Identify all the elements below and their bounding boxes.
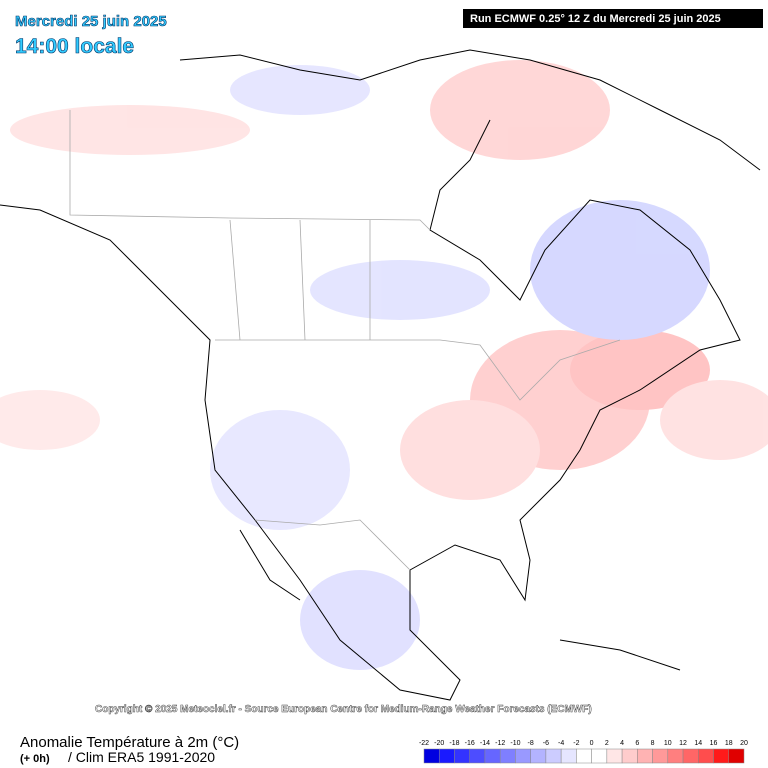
time: 14:00 locale xyxy=(15,35,134,58)
colorbar-label: 4 xyxy=(620,740,624,747)
colorbar-cell xyxy=(637,748,653,764)
colorbar-label: 8 xyxy=(651,740,655,747)
colorbar-cell xyxy=(698,748,714,764)
colorbar-cell xyxy=(591,748,608,764)
colorbar-cell xyxy=(606,748,623,764)
colorbar-cell xyxy=(728,748,745,764)
footer-clim: / Clim ERA5 1991-2020 xyxy=(68,749,215,765)
coastlines xyxy=(0,49,761,701)
colorbar-label: -22 xyxy=(419,740,429,747)
colorbar-label: 10 xyxy=(664,740,672,747)
colorbar-label: 16 xyxy=(710,740,718,747)
copyright: Copyright © 2025 Meteociel.fr - Source E… xyxy=(95,704,592,715)
colorbar-cell xyxy=(576,748,592,764)
borders xyxy=(69,110,621,571)
colorbar-cell xyxy=(652,748,669,764)
colorbar-cell xyxy=(560,748,577,764)
colorbar-cell xyxy=(621,748,638,764)
colorbar-label: -2 xyxy=(573,740,579,747)
colorbar-label: -6 xyxy=(543,740,549,747)
date: Mercredi 25 juin 2025 xyxy=(15,13,167,30)
colorbar-cell xyxy=(515,748,531,764)
colorbar-cell xyxy=(667,748,684,764)
colorbar-label: 6 xyxy=(635,740,639,747)
footer-step: (+ 0h) xyxy=(20,753,50,765)
colorbar-cell xyxy=(499,748,516,764)
colorbar-label: -10 xyxy=(510,740,520,747)
colorbar-cell xyxy=(484,748,501,764)
colorbar-cell xyxy=(423,748,440,764)
colorbar-label: -14 xyxy=(480,740,490,747)
colorbar-cell xyxy=(469,748,486,764)
colorbar-cell xyxy=(545,748,562,764)
colorbar-label: 0 xyxy=(590,740,594,747)
colorbar-label: -16 xyxy=(465,740,475,747)
colorbar-label: -4 xyxy=(558,740,564,747)
colorbar-label: 18 xyxy=(725,740,733,747)
footer-title: Anomalie Température à 2m (°C) xyxy=(20,734,239,751)
colorbar-label: 2 xyxy=(605,740,609,747)
anomaly-field xyxy=(0,60,768,670)
colorbar-cell xyxy=(438,748,455,764)
colorbar-label: 20 xyxy=(740,740,748,747)
colorbar-label: -20 xyxy=(434,740,444,747)
colorbar-label: 14 xyxy=(694,740,702,747)
colorbar: -22 -20 -18 -16 -14 -12 -10 -8 -6 -4 -2 0 2 4 6 8 10 12 14… xyxy=(419,740,748,764)
colorbar-label: 12 xyxy=(679,740,687,747)
colorbar-label: -18 xyxy=(449,740,459,747)
colorbar-label: -8 xyxy=(528,740,534,747)
colorbar-cell xyxy=(530,748,547,764)
colorbar-cell xyxy=(454,748,470,764)
colorbar-label: -12 xyxy=(495,740,505,747)
colorbar-cell xyxy=(682,748,699,764)
colorbar-cell xyxy=(713,748,730,764)
run-box xyxy=(463,9,763,28)
run-info: Run ECMWF 0.25° 12 Z du Mercredi 25 juin… xyxy=(470,13,721,25)
